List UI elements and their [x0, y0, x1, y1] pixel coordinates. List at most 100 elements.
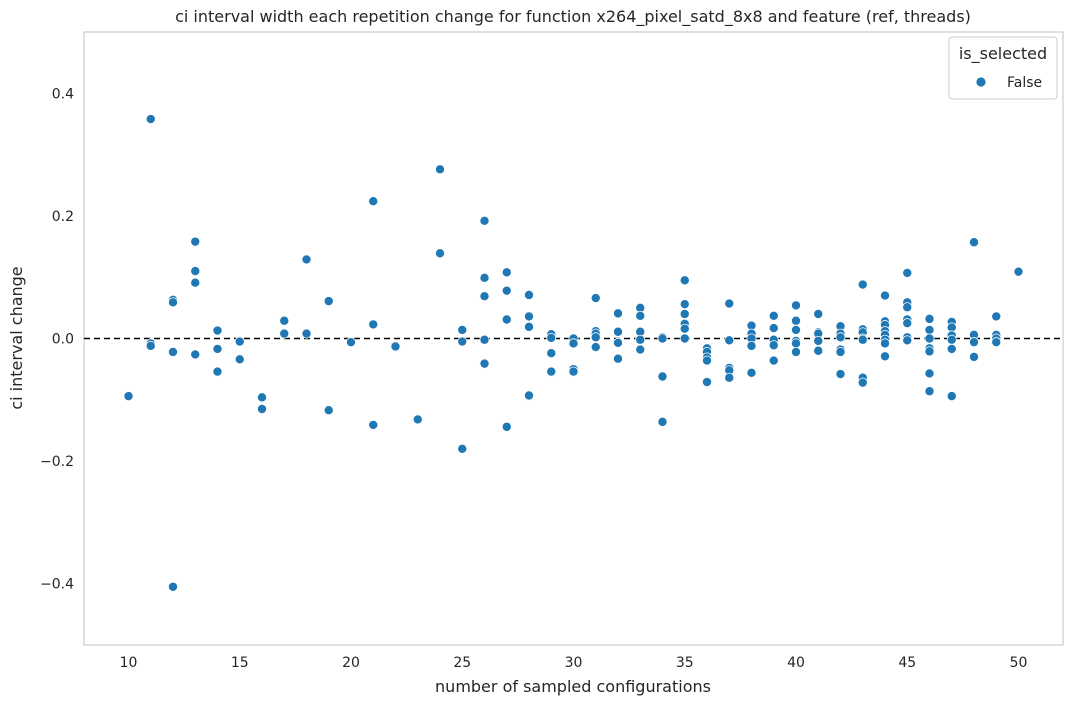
data-point	[546, 366, 557, 377]
y-tick-label: 0.0	[52, 332, 74, 348]
data-point	[880, 290, 891, 301]
data-point	[190, 236, 201, 247]
legend-title: is_selected	[959, 44, 1047, 64]
data-point	[345, 337, 356, 348]
data-point	[190, 349, 201, 360]
data-point	[768, 310, 779, 321]
data-point	[390, 341, 401, 352]
data-point	[1013, 266, 1024, 277]
data-point	[212, 343, 223, 354]
data-point	[768, 355, 779, 366]
x-tick-label: 30	[565, 655, 583, 671]
data-point	[457, 324, 468, 335]
data-point	[368, 319, 379, 330]
x-tick-label: 35	[676, 655, 694, 671]
data-point	[924, 333, 935, 344]
data-point	[902, 267, 913, 278]
data-point	[813, 335, 824, 346]
data-point	[791, 315, 802, 326]
data-point	[590, 293, 601, 304]
x-axis-ticks: 10 15 20 25 30 35 40 45 50	[120, 655, 1028, 671]
data-point	[256, 403, 267, 414]
data-point	[434, 248, 445, 259]
data-point	[835, 369, 846, 380]
data-point	[657, 416, 668, 427]
data-point	[501, 285, 512, 296]
data-point	[946, 343, 957, 354]
legend-entry-false: False	[1007, 75, 1042, 91]
y-tick-label: 0.4	[52, 86, 74, 102]
plot-area: 10 15 20 25 30 35 40 45 50 −0.4 −0.2 0.0 0.2 0.4	[40, 31, 1064, 671]
data-point	[479, 291, 490, 302]
data-point	[568, 366, 579, 377]
data-point	[768, 340, 779, 351]
data-point	[613, 353, 624, 364]
data-point	[857, 279, 868, 290]
data-point	[791, 338, 802, 349]
data-point	[657, 333, 668, 344]
data-point	[969, 351, 980, 362]
data-point	[412, 414, 423, 425]
data-point	[791, 300, 802, 311]
data-point	[924, 386, 935, 397]
y-axis-ticks: −0.4 −0.2 0.0 0.2 0.4	[40, 86, 74, 592]
data-point	[724, 335, 735, 346]
data-point	[791, 346, 802, 357]
data-point	[256, 392, 267, 403]
data-point	[123, 391, 134, 402]
data-point	[969, 237, 980, 248]
data-point	[368, 419, 379, 430]
data-point	[524, 311, 535, 322]
data-point	[501, 314, 512, 325]
data-point	[234, 336, 245, 347]
data-point	[479, 358, 490, 369]
x-tick-label: 15	[231, 655, 249, 671]
data-point	[924, 346, 935, 357]
data-point	[969, 337, 980, 348]
data-point	[880, 338, 891, 349]
x-tick-label: 20	[342, 655, 360, 671]
y-tick-label: 0.2	[52, 209, 74, 225]
data-point	[991, 337, 1002, 348]
data-point	[501, 267, 512, 278]
data-point	[434, 164, 445, 175]
data-point	[835, 332, 846, 343]
data-point	[679, 308, 690, 319]
data-point	[279, 328, 290, 339]
data-point	[524, 289, 535, 300]
data-point	[568, 338, 579, 349]
data-point	[234, 354, 245, 365]
data-point	[546, 348, 557, 359]
data-point	[746, 367, 757, 378]
data-point	[679, 275, 690, 286]
x-tick-label: 40	[787, 655, 805, 671]
data-point	[746, 340, 757, 351]
data-point	[857, 334, 868, 345]
data-point	[791, 324, 802, 335]
data-point	[479, 334, 490, 345]
data-point	[212, 325, 223, 336]
x-tick-label: 10	[120, 655, 138, 671]
data-point	[546, 332, 557, 343]
data-point	[679, 323, 690, 334]
data-point	[190, 277, 201, 288]
data-point	[279, 315, 290, 326]
data-point	[924, 324, 935, 335]
x-tick-label: 45	[898, 655, 916, 671]
data-point	[902, 302, 913, 313]
data-point	[167, 346, 178, 357]
data-point	[679, 333, 690, 344]
data-point	[613, 326, 624, 337]
data-point	[946, 334, 957, 345]
data-point	[902, 318, 913, 329]
data-point	[924, 368, 935, 379]
data-point	[991, 311, 1002, 322]
data-point	[323, 296, 334, 307]
data-point	[479, 272, 490, 283]
data-point	[813, 308, 824, 319]
data-point	[657, 371, 668, 382]
data-point	[924, 313, 935, 324]
data-points	[123, 114, 1024, 592]
data-point	[635, 310, 646, 321]
